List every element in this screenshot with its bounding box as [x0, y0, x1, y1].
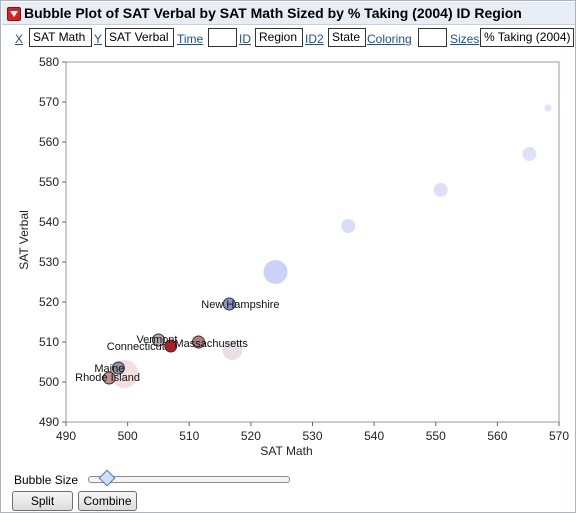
highlighted-bubble: [164, 339, 178, 353]
point-label: Maine: [94, 363, 124, 375]
y-axis-label: SAT Verbal: [17, 210, 31, 270]
y-tick-label: 560: [39, 135, 59, 149]
point-label: Connecticut: [107, 341, 165, 353]
x-tick-label: 530: [302, 429, 322, 443]
role-bar: X SAT Math Y SAT Verbal Time ID Region I…: [0, 27, 576, 49]
x-tick-label: 500: [118, 429, 138, 443]
time-role-link[interactable]: Time: [177, 32, 204, 46]
x-tick-label: 570: [549, 429, 569, 443]
id2-role-link[interactable]: ID2: [305, 32, 324, 46]
y-tick-label: 570: [39, 95, 59, 109]
id2-role-field[interactable]: State: [328, 28, 366, 47]
highlighted-bubble: [191, 335, 205, 349]
id-role-link[interactable]: ID: [239, 32, 251, 46]
id-role-field[interactable]: Region: [255, 28, 303, 47]
y-role-field[interactable]: SAT Verbal: [105, 28, 174, 47]
y-tick-label: 580: [39, 55, 59, 69]
y-tick-label: 510: [39, 335, 59, 349]
point-label: Rhode Island: [75, 372, 140, 384]
y-tick-label: 550: [39, 175, 59, 189]
y-tick-label: 490: [39, 415, 59, 429]
highlighted-bubble: [151, 333, 165, 347]
x-axis-label: SAT Math: [260, 444, 312, 458]
bubble: [222, 340, 243, 360]
bubble: [341, 219, 356, 233]
point-label: Vermont: [136, 334, 177, 346]
bubble-size-label: Bubble Size: [14, 473, 79, 487]
point-label: Massachusetts: [174, 338, 248, 350]
x-tick-label: 560: [487, 429, 507, 443]
x-tick-label: 540: [364, 429, 384, 443]
coloring-role-link[interactable]: Coloring: [367, 32, 412, 46]
x-role-field[interactable]: SAT Math: [29, 28, 92, 47]
x-tick-label: 520: [241, 429, 261, 443]
highlighted-bubble: [102, 371, 116, 385]
bubble-size-slider[interactable]: [88, 476, 290, 483]
bubble: [544, 104, 552, 112]
coloring-role-field[interactable]: [418, 28, 447, 47]
y-tick-label: 530: [39, 255, 59, 269]
x-tick-label: 510: [179, 429, 199, 443]
highlighted-bubble: [222, 297, 236, 311]
x-tick-label: 550: [426, 429, 446, 443]
split-button[interactable]: Split: [12, 491, 73, 511]
sizes-role-field[interactable]: % Taking (2004): [480, 28, 574, 47]
time-role-field[interactable]: [208, 28, 237, 47]
y-tick-label: 540: [39, 215, 59, 229]
red-triangle-menu-icon[interactable]: [7, 7, 21, 21]
point-label: New Hampshire: [201, 299, 279, 311]
y-tick-label: 500: [39, 375, 59, 389]
x-tick-label: 490: [56, 429, 76, 443]
bubble-plot-chart: 490 500 510 520 530 540 550 560 570 490 500 510 520 5…: [17, 55, 569, 458]
combine-button[interactable]: Combine: [78, 491, 137, 511]
y-role-link[interactable]: Y: [94, 32, 103, 46]
bubble: [433, 183, 448, 197]
plot-frame: [65, 61, 560, 423]
y-tick-label: 520: [39, 295, 59, 309]
x-role-link[interactable]: X: [15, 32, 24, 46]
bubble: [522, 147, 537, 161]
highlighted-bubble: [111, 361, 125, 375]
bubble: [263, 260, 288, 284]
sizes-role-link[interactable]: Sizes: [450, 32, 480, 46]
title-bar: Bubble Plot of SAT Verbal by SAT Math Si…: [2, 2, 575, 25]
report-title: Bubble Plot of SAT Verbal by SAT Math Si…: [24, 5, 522, 21]
